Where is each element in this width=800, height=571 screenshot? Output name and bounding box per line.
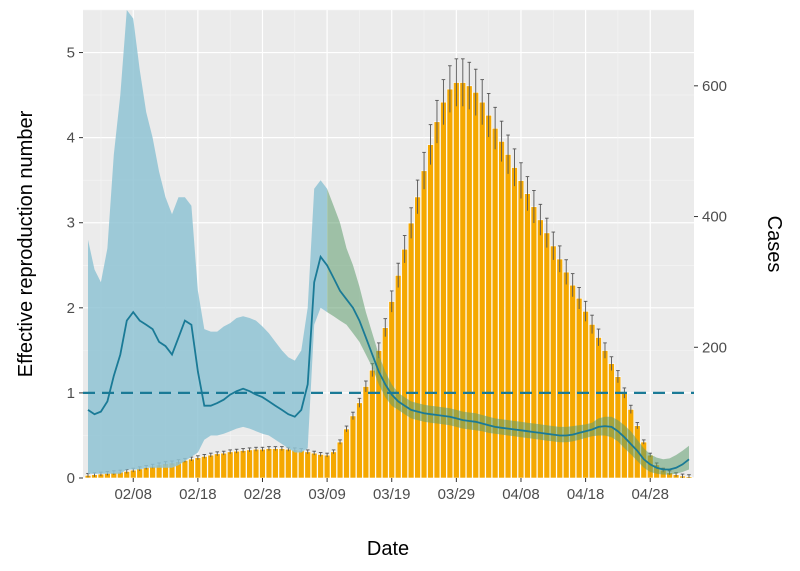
case-bar xyxy=(394,275,402,479)
case-bar xyxy=(246,449,253,479)
case-bar xyxy=(278,448,286,479)
case-bar xyxy=(181,460,189,479)
case-bar xyxy=(214,453,221,479)
case-bar xyxy=(317,454,324,479)
case-bar xyxy=(433,121,441,479)
y-tick-label: 5 xyxy=(67,45,75,62)
x-tick-label: 04/28 xyxy=(631,486,669,503)
case-bar xyxy=(201,456,208,479)
case-bar xyxy=(220,452,227,479)
y-tick-label: 2 xyxy=(67,300,75,317)
case-bar xyxy=(298,450,305,479)
case-bar xyxy=(207,454,214,479)
case-bar xyxy=(543,232,551,479)
case-bar xyxy=(252,448,260,479)
case-bar xyxy=(382,327,389,479)
x-tick-label: 03/09 xyxy=(308,486,346,503)
case-bar xyxy=(323,454,331,479)
case-bar xyxy=(569,284,576,479)
y-axis-title: Effective reproduction number xyxy=(15,110,37,377)
case-bar xyxy=(356,402,363,479)
ci-band-late xyxy=(327,188,689,475)
y-tick-label: 0 xyxy=(67,470,75,487)
case-bar xyxy=(362,386,370,479)
case-bar xyxy=(575,297,583,479)
case-bar xyxy=(265,448,273,479)
case-bar xyxy=(420,170,428,479)
rt-line xyxy=(87,254,690,471)
x-tick-label: 04/18 xyxy=(567,486,605,503)
case-bar xyxy=(239,450,247,479)
rt-line-path xyxy=(87,254,690,471)
axes: 0 1 2 3 4 5 200 400 600 02/08 02/18 02/28 03/09 03/19… xyxy=(67,45,727,503)
y2-tick-label: 400 xyxy=(702,209,727,226)
case-bar xyxy=(285,448,292,479)
case-bar xyxy=(601,350,609,479)
case-bar xyxy=(401,248,408,479)
case-bar xyxy=(595,337,602,479)
case-bar xyxy=(407,222,415,479)
case-bar xyxy=(588,324,596,479)
case-bar xyxy=(330,451,337,479)
x-tick-label: 02/08 xyxy=(114,486,152,503)
case-bar xyxy=(259,448,266,479)
case-bar xyxy=(304,451,311,479)
y2-tick-label: 600 xyxy=(702,78,727,95)
case-bar xyxy=(414,196,421,479)
case-bar xyxy=(194,457,202,479)
case-bar xyxy=(272,448,279,479)
rt-confidence-band xyxy=(88,10,689,475)
case-bar xyxy=(582,311,589,479)
case-bar xyxy=(550,245,557,479)
case-bar xyxy=(226,451,234,479)
x-axis-title: Date xyxy=(367,538,409,560)
case-bar xyxy=(336,441,344,479)
y-tick-label: 3 xyxy=(67,215,75,232)
case-bar xyxy=(556,258,563,479)
case-bar xyxy=(291,449,299,479)
case-bar xyxy=(427,144,434,479)
case-bar xyxy=(188,458,195,479)
y2-axis-title: Cases xyxy=(763,216,785,273)
y-tick-label: 4 xyxy=(67,130,75,147)
case-bar xyxy=(369,369,376,479)
y2-tick-label: 200 xyxy=(702,339,727,356)
case-bar xyxy=(343,428,350,479)
case-bar xyxy=(233,450,240,479)
x-tick-label: 03/19 xyxy=(373,486,411,503)
case-bar xyxy=(349,415,357,479)
x-tick-label: 03/29 xyxy=(438,486,476,503)
x-tick-label: 02/28 xyxy=(244,486,282,503)
ci-band-early xyxy=(88,10,328,474)
x-tick-label: 02/18 xyxy=(179,486,217,503)
x-tick-label: 04/08 xyxy=(502,486,540,503)
y-tick-label: 1 xyxy=(67,385,75,402)
case-bar xyxy=(310,452,318,479)
case-bar xyxy=(563,271,570,479)
